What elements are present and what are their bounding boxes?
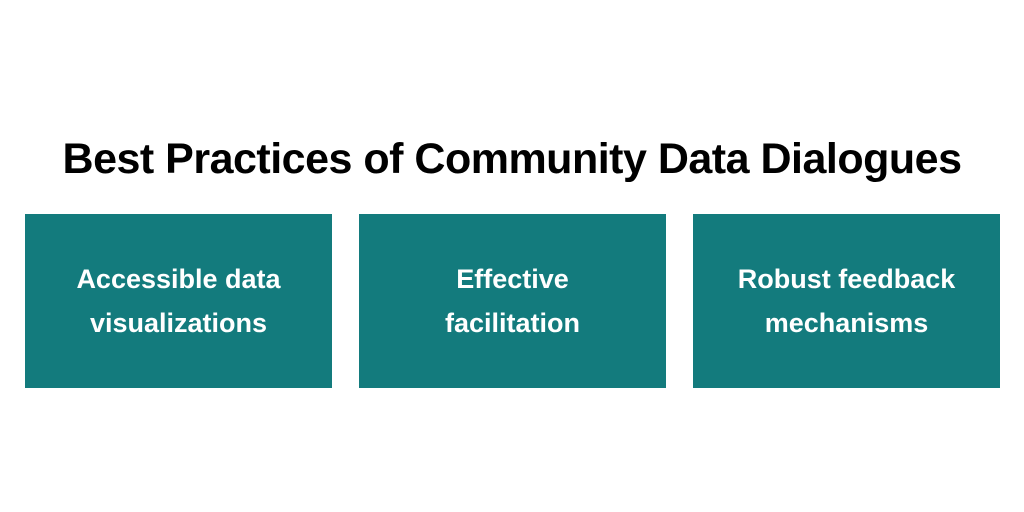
practice-card-effective-facilitation: Effective facilitation	[359, 214, 666, 388]
page-title: Best Practices of Community Data Dialogu…	[62, 135, 962, 183]
practice-card-label: Accessible data visualizations	[76, 264, 281, 338]
practice-card-label: Robust feedback mechanisms	[737, 264, 956, 338]
practice-card-accessible-visualizations: Accessible data visualizations	[25, 214, 332, 388]
practice-card-feedback-mechanisms: Robust feedback mechanisms	[693, 214, 1000, 388]
practice-card-label: Effective facilitation	[444, 264, 580, 338]
